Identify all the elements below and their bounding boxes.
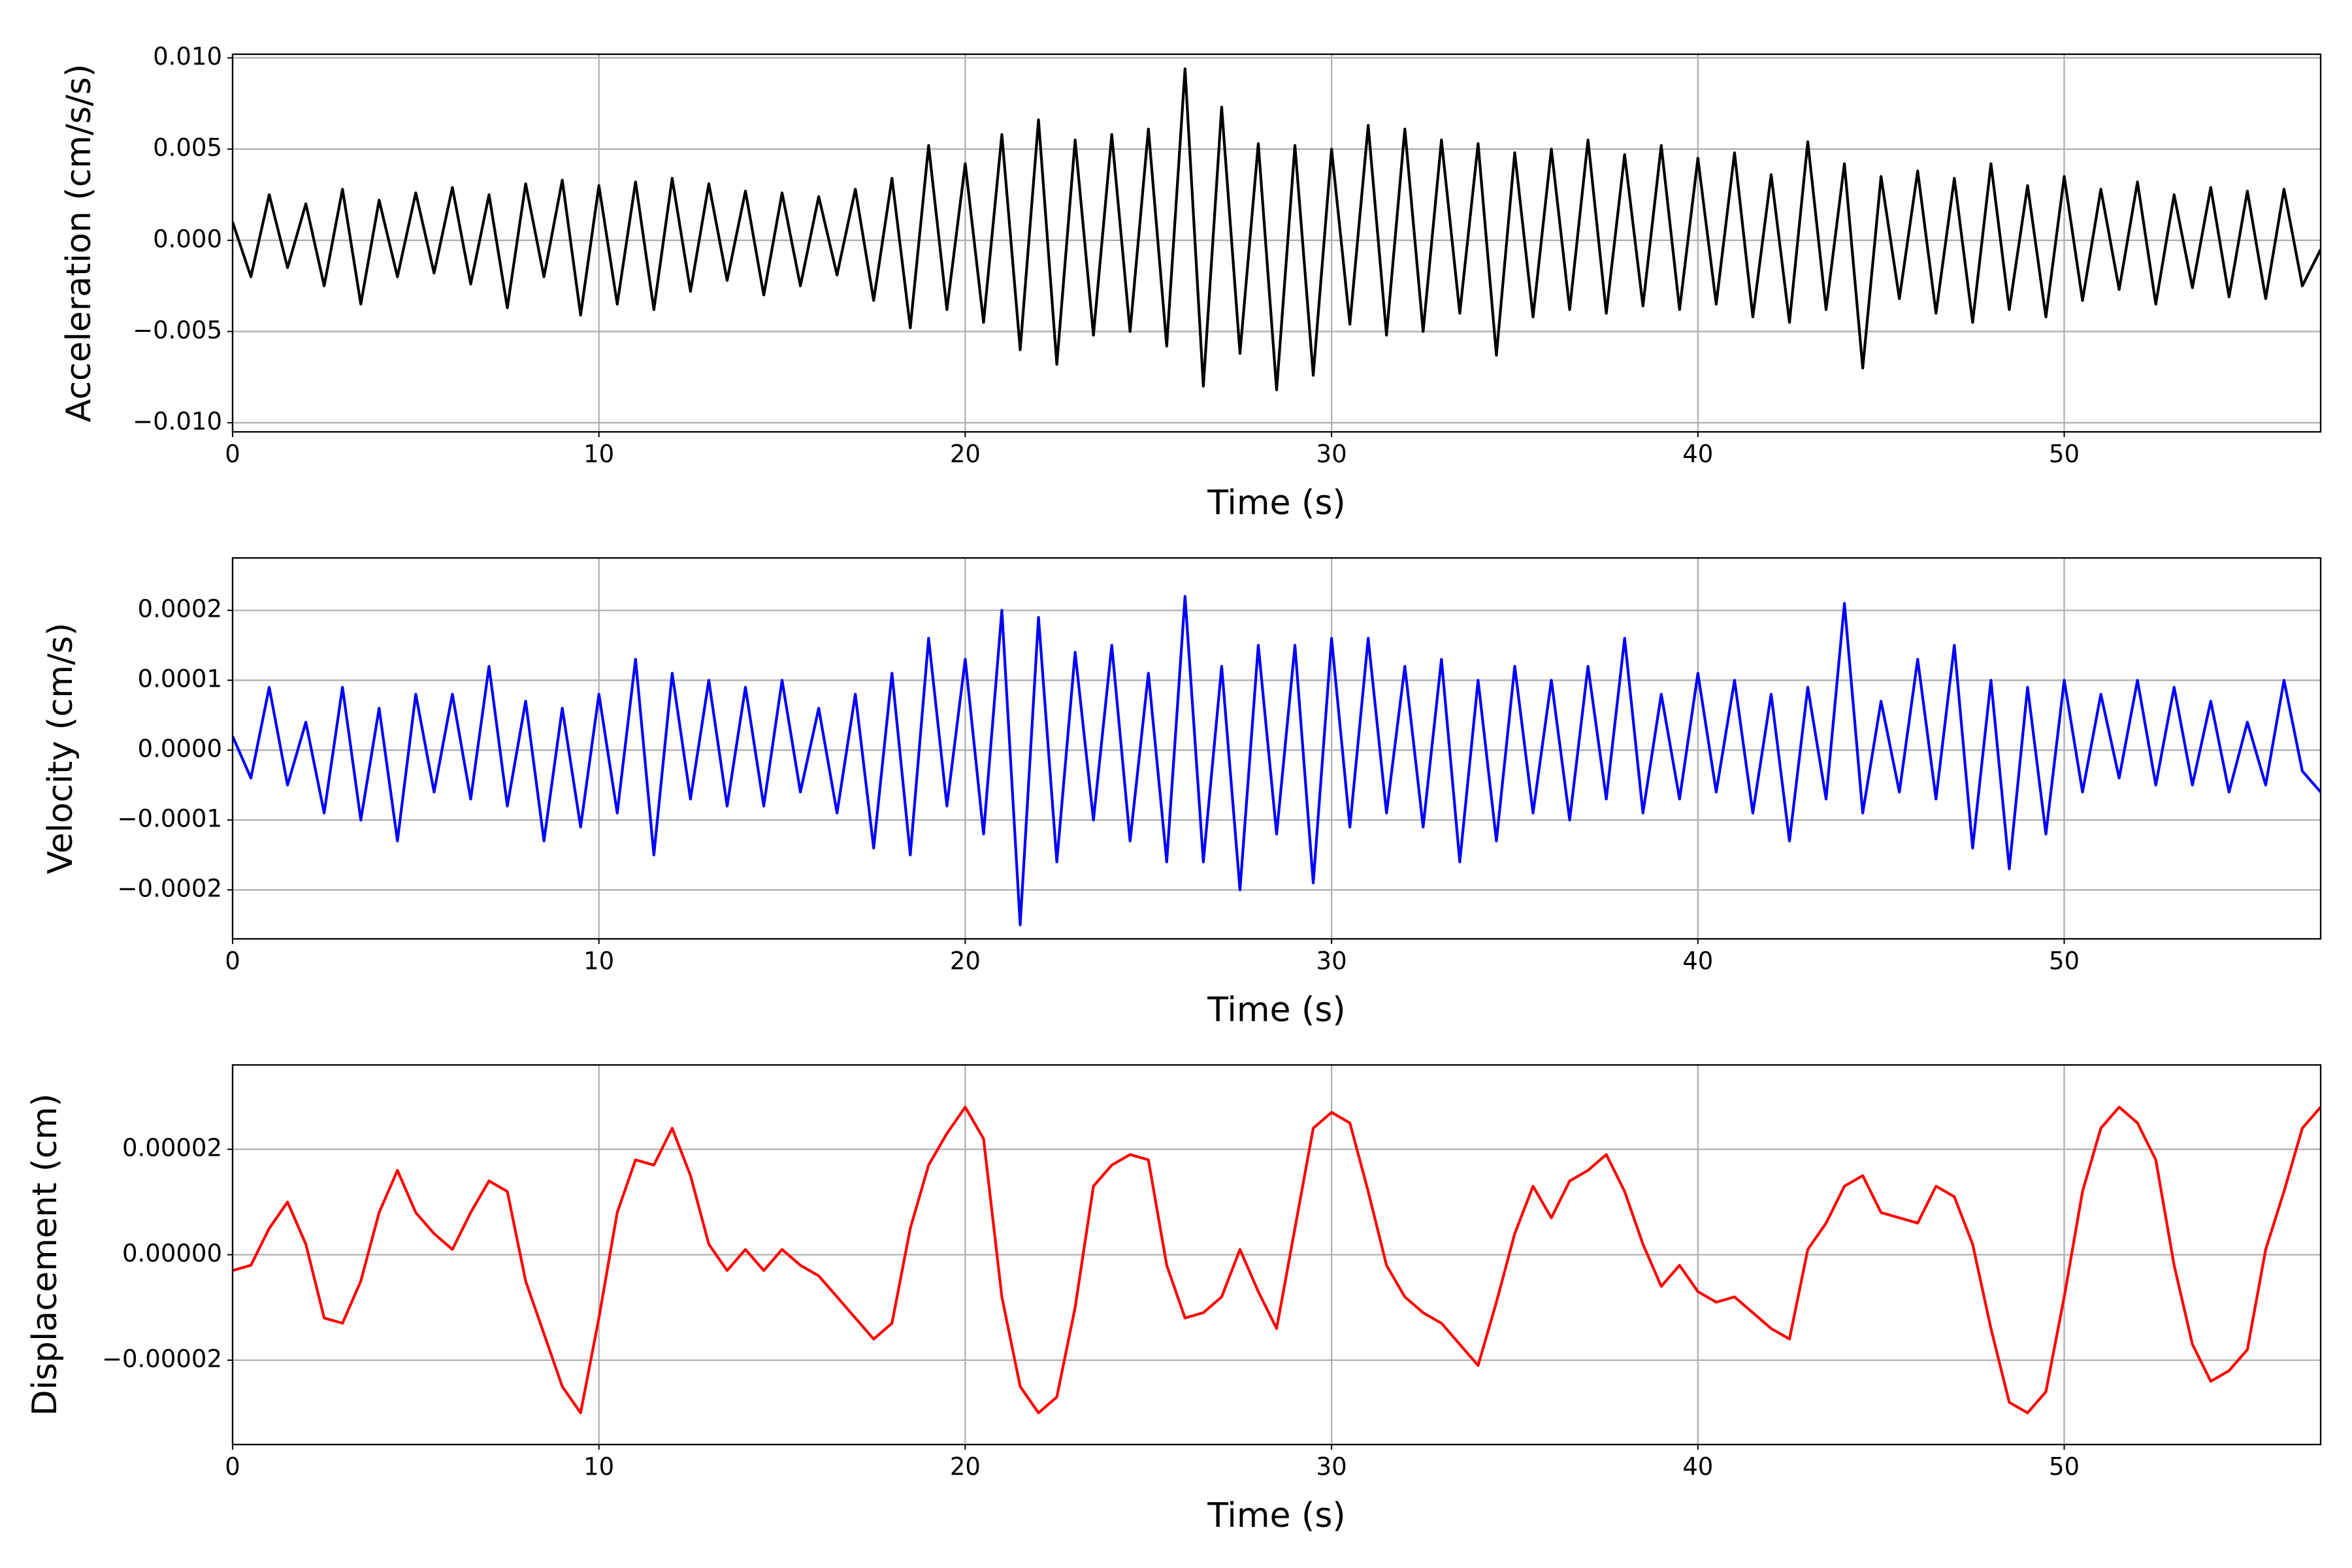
y-axis-label: Displacement (cm): [25, 1094, 65, 1416]
x-tick-label: 50: [2049, 947, 2080, 975]
axes-frame: [231, 53, 2322, 433]
y-tick-label: −0.0001: [118, 805, 222, 833]
data-line: [233, 1105, 2321, 1414]
x-tick-label: 40: [1682, 1453, 1713, 1481]
y-tick-label: −0.00002: [102, 1345, 222, 1373]
data-line: [233, 595, 2321, 926]
y-axis-label: Acceleration (cm/s/s): [59, 64, 99, 423]
x-tick-label: 50: [2049, 440, 2080, 468]
x-tick-label: 10: [583, 947, 614, 975]
x-axis-label: Time (s): [1207, 1496, 1345, 1535]
x-tick-label: 0: [225, 947, 240, 975]
y-tick-label: −0.005: [133, 316, 222, 344]
y-tick-label: 0.0002: [138, 595, 222, 623]
x-tick-label: 30: [1316, 947, 1347, 975]
y-tick-label: −0.010: [133, 408, 222, 436]
x-tick-label: 0: [225, 1453, 240, 1481]
y-tick-label: 0.00002: [122, 1134, 222, 1162]
y-tick-label: 0.0000: [138, 735, 222, 763]
x-tick-label: 10: [583, 1453, 614, 1481]
x-tick-label: 30: [1316, 1453, 1347, 1481]
subplot: 0 10 20 30 40 50 −0.00002 0.00000 0.00002 Time (s…: [25, 1064, 2322, 1535]
subplot: 0 10 20 30 40 50 −0.010 −0.005 0.000 0.005 0.010 Ti…: [59, 42, 2322, 523]
subplot: 0 10 20 30 40 50 −0.0002 −0.0001 0.0000 0.0001 0.0…: [41, 557, 2322, 1030]
x-tick-label: 10: [583, 440, 614, 468]
data-line: [233, 67, 2321, 391]
x-tick-label: 20: [950, 947, 981, 975]
x-tick-label: 40: [1682, 947, 1713, 975]
x-tick-label: 50: [2049, 1453, 2080, 1481]
y-tick-label: 0.010: [153, 42, 222, 71]
x-tick-label: 30: [1316, 440, 1347, 468]
axes-frame: [231, 557, 2322, 940]
x-axis-label: Time (s): [1207, 483, 1345, 523]
x-tick-label: 20: [950, 440, 981, 468]
y-tick-label: 0.000: [153, 225, 222, 253]
x-tick-label: 40: [1682, 440, 1713, 468]
x-tick-label: 20: [950, 1453, 981, 1481]
y-tick-label: 0.005: [153, 134, 222, 162]
x-tick-label: 0: [225, 440, 240, 468]
x-axis-label: Time (s): [1207, 990, 1345, 1030]
y-tick-label: 0.0001: [138, 665, 222, 693]
y-tick-label: 0.00000: [122, 1239, 222, 1267]
y-tick-label: −0.0002: [118, 875, 222, 903]
axes-frame: [231, 1064, 2322, 1446]
y-axis-label: Velocity (cm/s): [41, 623, 80, 874]
